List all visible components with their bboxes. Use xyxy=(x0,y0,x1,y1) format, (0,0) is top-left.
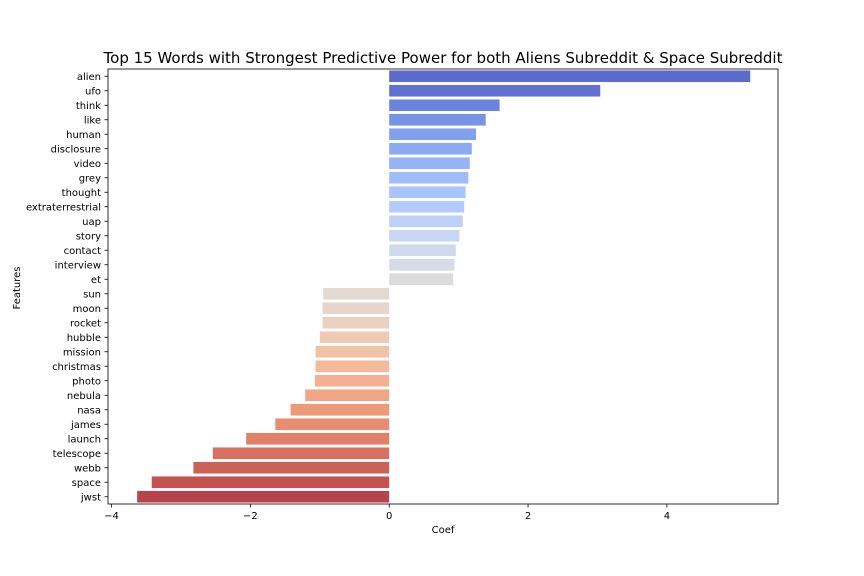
bar-interview xyxy=(389,258,455,271)
y-tick-label: human xyxy=(66,130,101,141)
bar-launch xyxy=(246,432,390,445)
bar-sun xyxy=(323,287,390,300)
y-tick-label: uap xyxy=(82,217,101,228)
y-tick-label: photo xyxy=(72,376,101,387)
y-tick-label: extraterrestrial xyxy=(26,202,101,213)
x-tick-label: 2 xyxy=(525,511,531,522)
y-tick-label: mission xyxy=(63,347,101,358)
bar-rocket xyxy=(322,316,390,329)
y-tick-label: think xyxy=(76,101,101,112)
bar-james xyxy=(275,418,390,431)
y-tick-label: grey xyxy=(79,173,101,184)
bar-uap xyxy=(389,215,463,228)
plot-frame xyxy=(107,68,779,505)
y-tick-label: contact xyxy=(64,246,102,257)
bar-think xyxy=(389,99,500,112)
bar-et xyxy=(389,273,454,286)
bar-human xyxy=(389,128,476,141)
bar-hubble xyxy=(319,331,390,344)
bar-video xyxy=(389,157,470,170)
y-tick-label: christmas xyxy=(52,362,101,373)
x-tick-label: 0 xyxy=(386,511,392,522)
y-tick-label: thought xyxy=(62,188,101,199)
y-tick-label: telescope xyxy=(53,449,101,460)
bar-nebula xyxy=(305,389,390,402)
x-tick-label: 4 xyxy=(664,511,670,522)
bar-extraterrestrial xyxy=(389,200,465,213)
chart-title: Top 15 Words with Strongest Predictive P… xyxy=(103,49,783,67)
x-ticks: −4 −2 0 2 4 xyxy=(104,504,670,522)
y-tick-label: nebula xyxy=(67,391,101,402)
y-tick-label: james xyxy=(70,420,101,431)
bar-mission xyxy=(315,345,390,358)
bar-nasa xyxy=(290,403,390,416)
x-tick-label: −2 xyxy=(243,511,258,522)
y-tick-labels: alien ufo think like human disclosure video gre… xyxy=(26,72,108,503)
bar-jwst xyxy=(137,490,390,503)
bar-photo xyxy=(314,374,390,387)
y-tick-label: space xyxy=(72,478,101,489)
bar-disclosure xyxy=(389,142,472,155)
y-tick-label: hubble xyxy=(67,333,101,344)
x-tick-label: −4 xyxy=(104,511,119,522)
y-tick-label: webb xyxy=(74,463,101,474)
y-tick-label: story xyxy=(76,231,101,242)
y-axis-label: Features xyxy=(12,267,23,310)
y-tick-label: launch xyxy=(68,434,101,445)
y-tick-label: rocket xyxy=(70,318,101,329)
bar-story xyxy=(389,229,460,242)
y-tick-label: jwst xyxy=(80,492,101,503)
bar-alien xyxy=(389,70,751,83)
bar-contact xyxy=(389,244,456,257)
y-tick-label: disclosure xyxy=(51,144,101,155)
y-tick-label: et xyxy=(91,275,101,286)
bar-christmas xyxy=(315,360,390,373)
bar-webb xyxy=(193,461,390,474)
y-tick-label: interview xyxy=(55,260,101,271)
bar-thought xyxy=(389,186,466,199)
y-tick-label: ufo xyxy=(85,86,101,97)
bar-space xyxy=(151,476,390,489)
bar-grey xyxy=(389,171,469,184)
y-tick-label: alien xyxy=(77,72,101,83)
bar-moon xyxy=(322,302,390,315)
bar-telescope xyxy=(212,447,390,460)
y-tick-label: nasa xyxy=(77,405,101,416)
bar-like xyxy=(389,113,486,126)
bars-group xyxy=(137,70,751,503)
bar-ufo xyxy=(389,84,601,97)
x-axis-label: Coef xyxy=(432,525,455,536)
y-tick-label: video xyxy=(74,159,101,170)
y-tick-label: sun xyxy=(83,289,101,300)
y-tick-label: moon xyxy=(73,304,101,315)
y-tick-label: like xyxy=(84,115,101,126)
